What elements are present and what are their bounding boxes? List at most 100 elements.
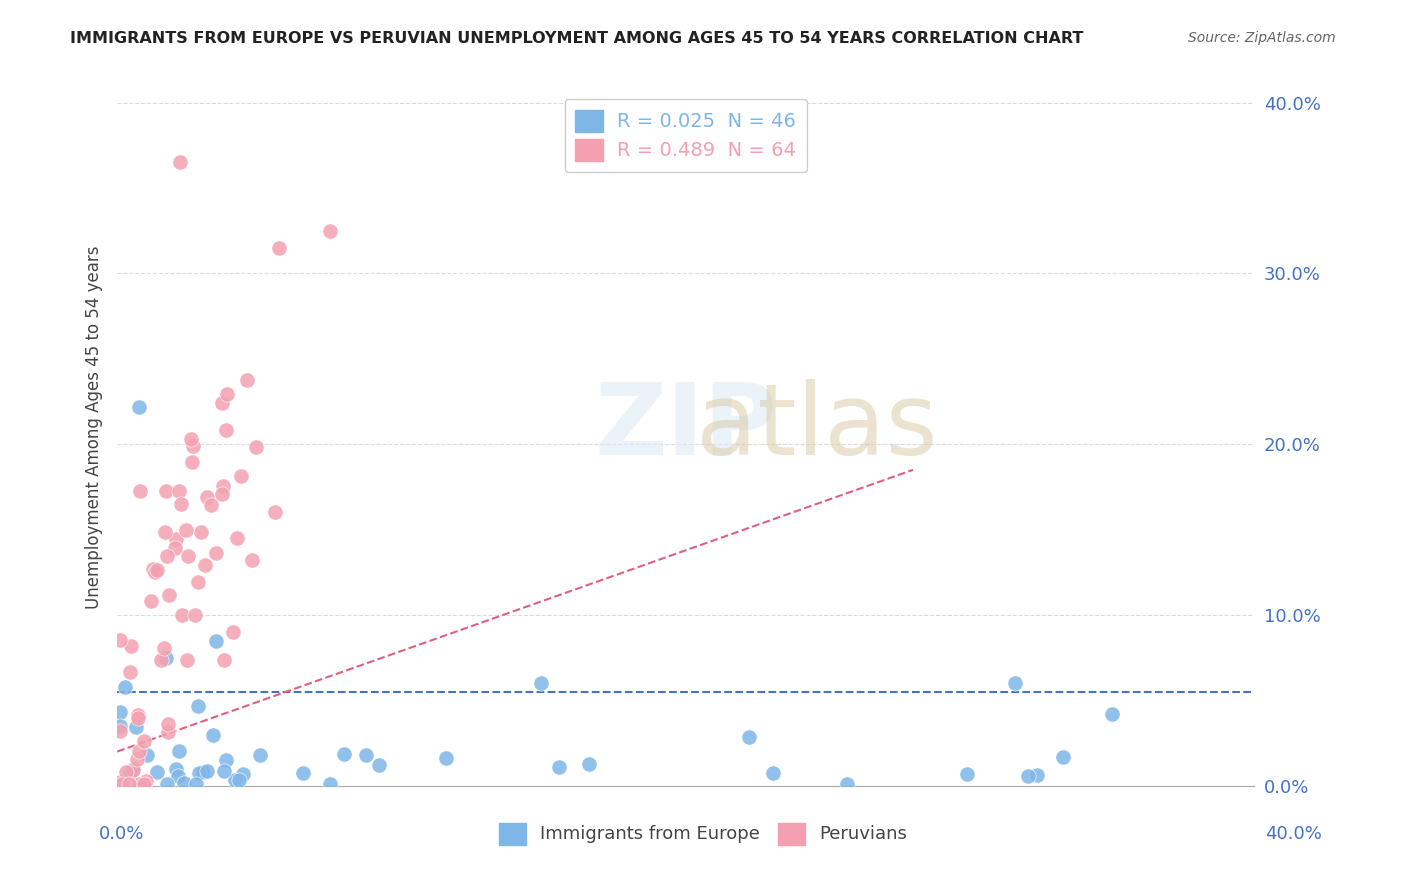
- Point: [205, 546, 228, 560]
- Point: [114, 680, 136, 694]
- Point: [184, 607, 207, 622]
- Point: [176, 653, 198, 667]
- Point: [177, 549, 200, 563]
- Point: [118, 665, 141, 680]
- Point: [108, 719, 131, 733]
- Point: [269, 241, 291, 255]
- Point: [156, 724, 179, 739]
- Point: [180, 432, 202, 446]
- Point: [215, 423, 238, 437]
- Point: [214, 652, 236, 666]
- Text: 0.0%: 0.0%: [98, 825, 143, 843]
- Point: [183, 439, 205, 453]
- Point: [108, 723, 131, 738]
- Point: [128, 400, 150, 414]
- Point: [181, 455, 204, 469]
- Point: [835, 777, 858, 791]
- Point: [145, 563, 167, 577]
- Point: [111, 777, 134, 791]
- Point: [232, 766, 254, 780]
- Text: IMMIGRANTS FROM EUROPE VS PERUVIAN UNEMPLOYMENT AMONG AGES 45 TO 54 YEARS CORREL: IMMIGRANTS FROM EUROPE VS PERUVIAN UNEMP…: [70, 31, 1084, 46]
- Point: [1004, 676, 1026, 690]
- Point: [333, 747, 356, 761]
- Point: [201, 728, 224, 742]
- Point: [190, 524, 212, 539]
- Point: [212, 764, 235, 778]
- Point: [1101, 706, 1123, 721]
- Point: [547, 760, 569, 774]
- Point: [195, 490, 218, 504]
- Text: atlas: atlas: [696, 378, 938, 475]
- Point: [215, 753, 238, 767]
- Point: [231, 468, 253, 483]
- Point: [128, 744, 150, 758]
- Point: [530, 676, 553, 690]
- Point: [167, 769, 190, 783]
- Point: [152, 640, 174, 655]
- Point: [132, 777, 155, 791]
- Point: [165, 762, 187, 776]
- Legend: R = 0.025  N = 46, R = 0.489  N = 64: R = 0.025 N = 46, R = 0.489 N = 64: [565, 99, 807, 172]
- Point: [1052, 750, 1074, 764]
- Point: [156, 777, 179, 791]
- Point: [155, 483, 177, 498]
- Point: [187, 574, 209, 589]
- Point: [264, 505, 287, 519]
- Point: [200, 498, 222, 512]
- Point: [157, 716, 180, 731]
- Point: [228, 773, 250, 788]
- Point: [224, 772, 246, 787]
- Point: [191, 765, 214, 780]
- Point: [125, 752, 148, 766]
- Point: [578, 756, 600, 771]
- Point: [737, 730, 759, 744]
- Point: [762, 766, 785, 780]
- Point: [134, 734, 156, 748]
- Point: [146, 764, 169, 779]
- Point: [173, 776, 195, 790]
- Point: [1025, 768, 1047, 782]
- Point: [125, 720, 148, 734]
- Point: [184, 777, 207, 791]
- Point: [135, 773, 157, 788]
- Point: [169, 155, 191, 169]
- Text: ZIP: ZIP: [595, 378, 778, 475]
- Point: [135, 748, 157, 763]
- Point: [167, 483, 190, 498]
- Point: [127, 707, 149, 722]
- Point: [120, 640, 142, 654]
- Point: [292, 766, 315, 780]
- Point: [354, 747, 377, 762]
- Point: [122, 762, 145, 776]
- Point: [188, 765, 211, 780]
- Point: [240, 553, 263, 567]
- Point: [118, 777, 141, 791]
- Point: [121, 763, 143, 777]
- Point: [194, 558, 217, 572]
- Point: [195, 764, 218, 779]
- Point: [204, 633, 226, 648]
- Point: [108, 705, 131, 719]
- Point: [155, 524, 177, 539]
- Point: [155, 650, 177, 665]
- Point: [319, 224, 342, 238]
- Point: [157, 588, 180, 602]
- Point: [249, 747, 271, 762]
- Point: [142, 562, 165, 576]
- Point: [115, 764, 138, 779]
- Y-axis label: Unemployment Among Ages 45 to 54 years: Unemployment Among Ages 45 to 54 years: [86, 245, 103, 609]
- Point: [143, 565, 166, 579]
- Point: [319, 777, 342, 791]
- Point: [156, 549, 179, 563]
- Point: [128, 484, 150, 499]
- Text: Source: ZipAtlas.com: Source: ZipAtlas.com: [1188, 31, 1336, 45]
- Text: 40.0%: 40.0%: [1265, 825, 1322, 843]
- Point: [108, 775, 131, 789]
- Point: [150, 653, 173, 667]
- Point: [165, 541, 187, 556]
- Point: [226, 531, 249, 545]
- Point: [167, 744, 190, 758]
- Point: [245, 440, 267, 454]
- Point: [128, 777, 150, 791]
- Point: [139, 594, 162, 608]
